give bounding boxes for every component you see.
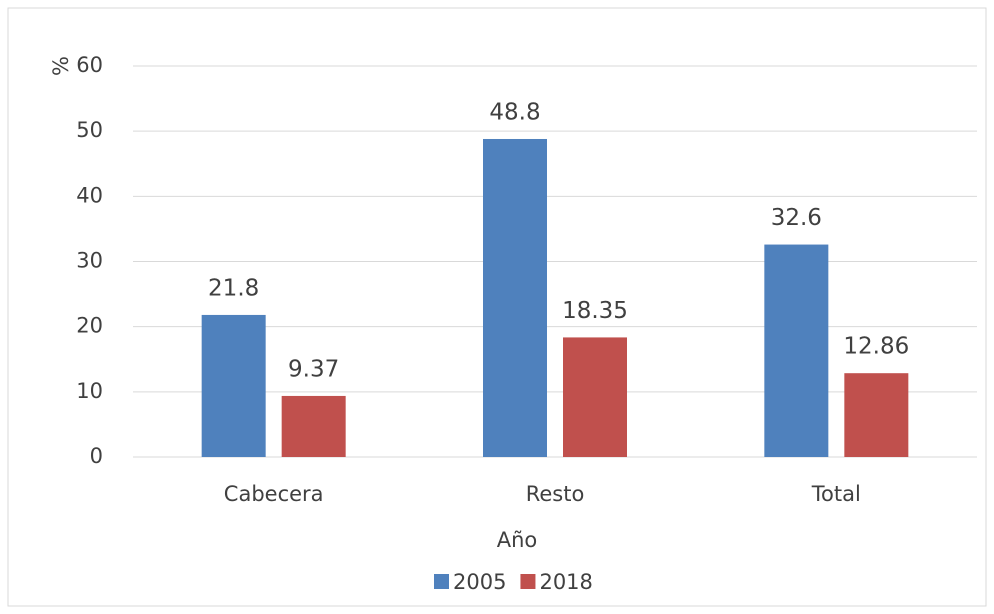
data-label: 21.8	[208, 275, 259, 301]
y-tick-label: 50	[76, 118, 103, 142]
bar	[201, 314, 266, 457]
x-axis-label: Año	[497, 528, 538, 552]
y-tick-label: 40	[76, 183, 103, 207]
bar	[764, 244, 829, 457]
legend-swatch	[434, 574, 449, 589]
bar	[281, 395, 346, 457]
y-tick-label: 30	[76, 249, 103, 273]
bar	[563, 337, 627, 457]
data-label: 48.8	[489, 99, 540, 125]
data-label: 9.37	[288, 356, 339, 382]
data-label: 12.86	[843, 334, 909, 360]
y-tick-label: 20	[76, 314, 103, 338]
data-label: 18.35	[562, 298, 628, 324]
legend-label: 2018	[539, 570, 592, 594]
x-tick-label: Total	[811, 482, 861, 506]
x-tick-label: Cabecera	[224, 482, 324, 506]
data-label: 32.6	[771, 205, 822, 231]
y-tick-label: 0	[90, 444, 103, 468]
bar	[483, 138, 547, 457]
legend-swatch	[520, 574, 536, 589]
y-tick-label: 60	[76, 53, 103, 77]
x-tick-label: Resto	[526, 482, 585, 506]
bar	[844, 373, 909, 457]
y-tick-label: 10	[76, 379, 103, 403]
legend-label: 2005	[453, 570, 506, 594]
y-axis-label: %	[49, 56, 73, 76]
